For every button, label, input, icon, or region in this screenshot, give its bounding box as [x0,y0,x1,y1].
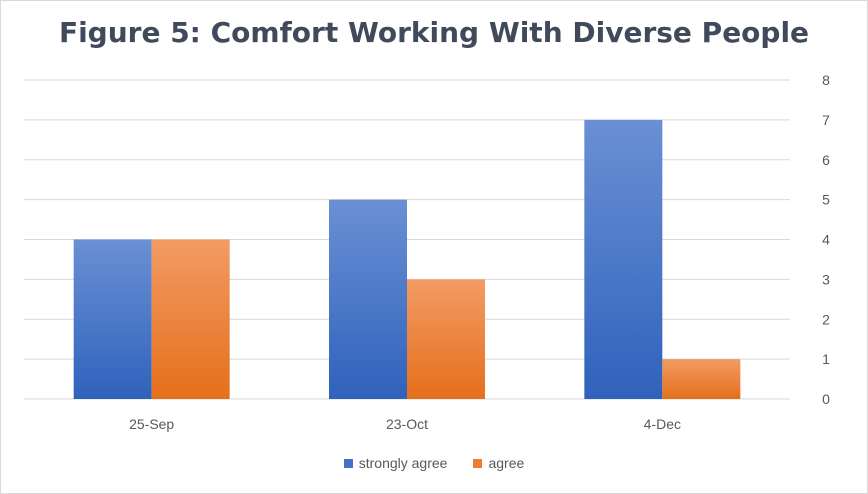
legend-swatch-strongly-agree [343,458,353,468]
y-tick-label: 5 [822,192,830,208]
y-tick-label: 8 [822,72,830,88]
x-tick-label: 4-Dec [644,416,681,432]
y-tick-label: 1 [822,351,830,367]
legend-label-agree: agree [488,455,525,471]
y-tick-label: 2 [822,311,830,327]
x-tick-label: 25-Sep [129,416,174,432]
y-tick-label: 7 [822,112,830,128]
y-tick-label: 4 [822,232,830,248]
y-tick-label: 3 [822,271,830,287]
chart-title: Figure 5: Comfort Working With Diverse P… [58,16,810,49]
legend-swatch-agree [473,458,483,468]
legend: strongly agree agree [0,455,868,471]
bar-agree-4-Dec [662,359,741,399]
bar-agree-23-Oct [407,279,485,399]
bars [73,119,741,399]
legend-item-agree: agree [473,455,524,471]
bar-strongly-agree-25-Sep [73,239,152,399]
legend-label-strongly-agree: strongly agree [358,455,448,471]
y-tick-label: 0 [822,391,830,407]
y-tick-label: 6 [822,152,830,168]
bar-strongly-agree-23-Oct [329,199,407,399]
x-axis-ticks: 25-Sep 23-Oct 4-Dec [129,416,681,432]
y-axis-ticks: 0 1 2 3 4 5 6 7 8 [822,72,830,407]
x-tick-label: 23-Oct [386,416,428,432]
legend-item-strongly-agree: strongly agree [343,455,448,471]
bar-agree-25-Sep [151,239,230,399]
bar-strongly-agree-4-Dec [584,119,663,399]
